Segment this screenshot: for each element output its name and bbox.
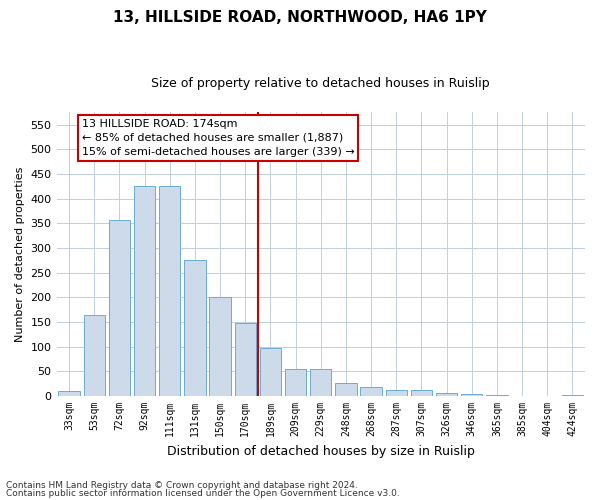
Bar xyxy=(209,298,231,396)
Y-axis label: Number of detached properties: Number of detached properties xyxy=(15,166,25,342)
Bar xyxy=(83,314,105,396)
Bar xyxy=(134,186,155,396)
Bar xyxy=(58,391,80,396)
Text: 13 HILLSIDE ROAD: 174sqm
← 85% of detached houses are smaller (1,887)
15% of sem: 13 HILLSIDE ROAD: 174sqm ← 85% of detach… xyxy=(82,119,355,157)
Bar xyxy=(335,382,356,396)
Bar xyxy=(562,394,583,396)
Bar xyxy=(436,393,457,396)
Text: Contains HM Land Registry data © Crown copyright and database right 2024.: Contains HM Land Registry data © Crown c… xyxy=(6,481,358,490)
Bar xyxy=(235,323,256,396)
Bar xyxy=(310,369,331,396)
Bar xyxy=(260,348,281,396)
Bar xyxy=(386,390,407,396)
Bar xyxy=(184,260,206,396)
Bar xyxy=(109,220,130,396)
Bar xyxy=(361,387,382,396)
Text: 13, HILLSIDE ROAD, NORTHWOOD, HA6 1PY: 13, HILLSIDE ROAD, NORTHWOOD, HA6 1PY xyxy=(113,10,487,25)
Bar xyxy=(411,390,432,396)
Text: Contains public sector information licensed under the Open Government Licence v3: Contains public sector information licen… xyxy=(6,488,400,498)
Bar xyxy=(159,186,181,396)
Bar xyxy=(461,394,482,396)
Title: Size of property relative to detached houses in Ruislip: Size of property relative to detached ho… xyxy=(151,78,490,90)
Bar xyxy=(285,369,307,396)
Bar xyxy=(486,394,508,396)
X-axis label: Distribution of detached houses by size in Ruislip: Distribution of detached houses by size … xyxy=(167,444,475,458)
